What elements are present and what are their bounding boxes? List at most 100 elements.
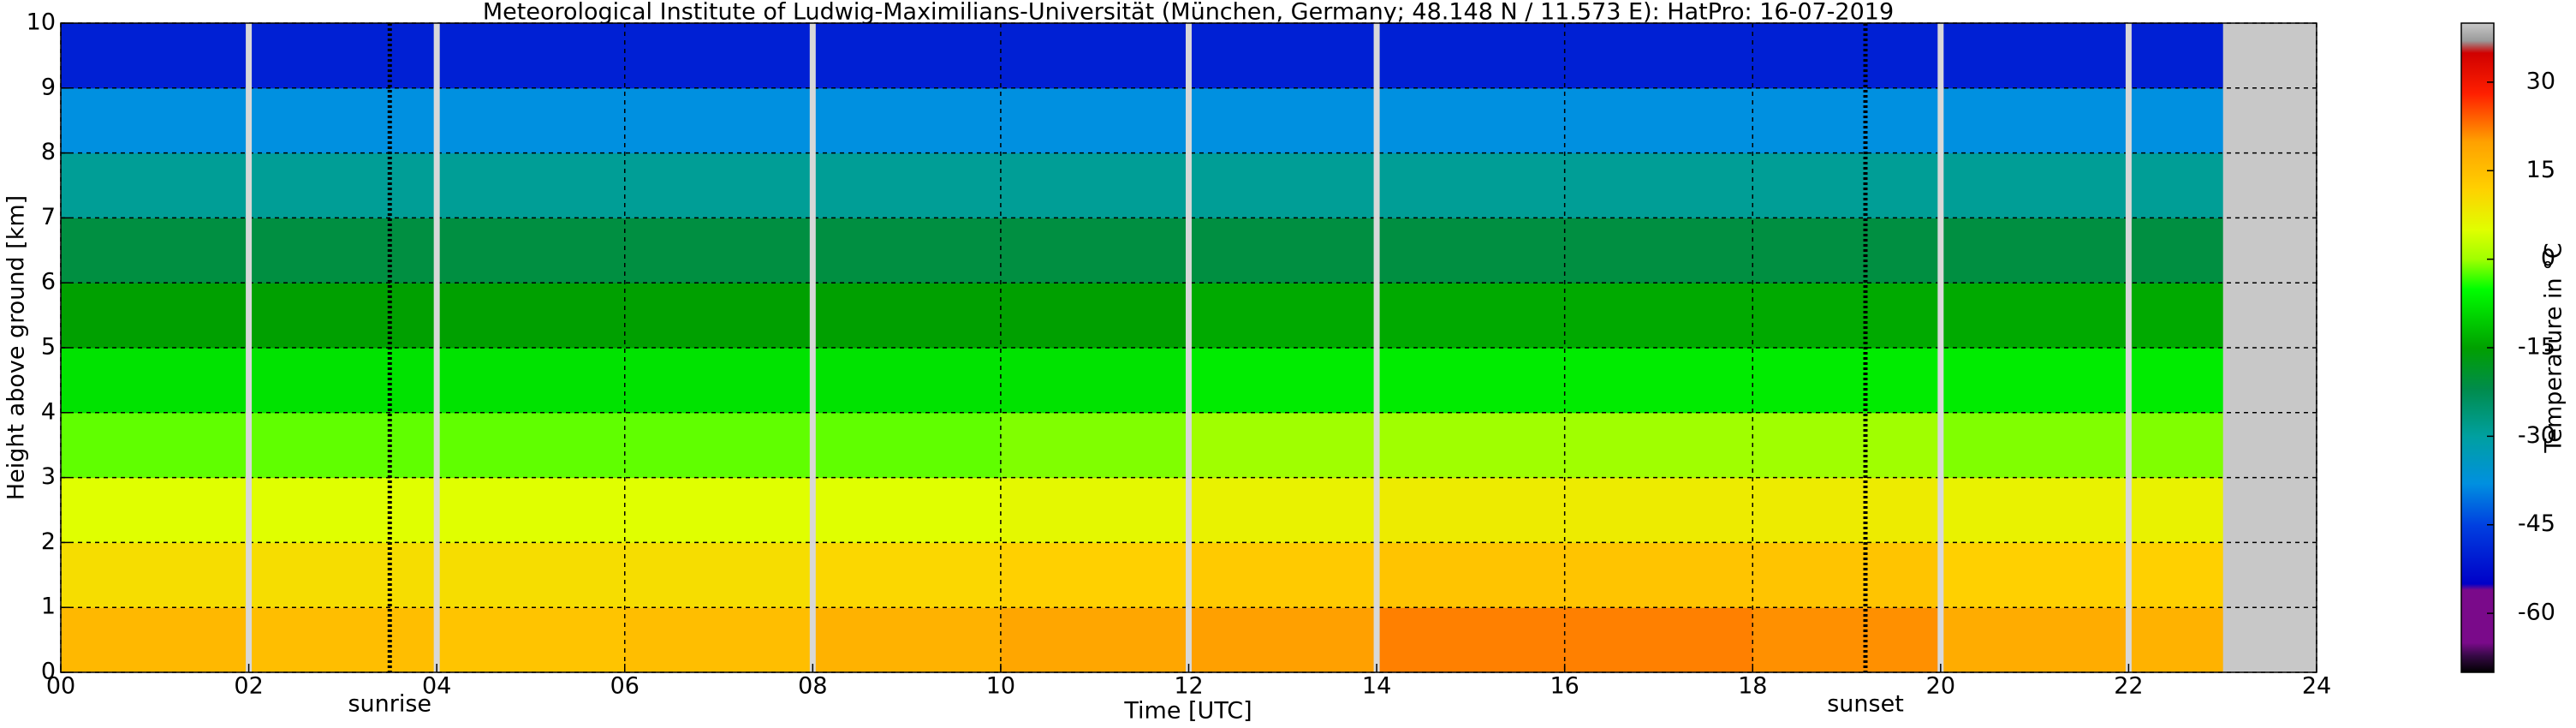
heatmap-cell <box>1377 152 1566 218</box>
heatmap-cell <box>812 477 1002 543</box>
heatmap-cell <box>248 23 437 89</box>
heatmap-cell <box>61 412 250 479</box>
heatmap-cell <box>812 218 1002 283</box>
heatmap-cell <box>812 348 1002 414</box>
heatmap-cell <box>1752 152 1942 218</box>
heatmap-cell <box>1752 607 1942 673</box>
colorbar-segment <box>2461 583 2494 591</box>
colorbar-segment <box>2461 524 2494 585</box>
heatmap-cell <box>1377 412 1566 479</box>
heatmap-cell <box>1940 218 2129 283</box>
heatmap-cell <box>1188 412 1377 479</box>
x-tick-label: 22 <box>2114 673 2143 700</box>
heatmap-cell <box>248 218 437 283</box>
heatmap-cell <box>1377 87 1566 154</box>
heatmap-cell <box>61 218 250 283</box>
colorbar-tick-label: 15 <box>2526 157 2555 183</box>
heatmap-cell <box>2128 412 2223 479</box>
heatmap-cell <box>1000 283 1189 349</box>
heatmap-cell <box>1752 412 1942 479</box>
heatmap-cell <box>1188 542 1377 608</box>
heatmap-cell <box>1188 23 1377 89</box>
heatmap-cell <box>624 477 813 543</box>
y-tick-label: 1 <box>41 594 56 620</box>
heatmap-cell <box>61 87 250 154</box>
x-tick-label: 24 <box>2302 673 2331 700</box>
x-tick-label: 20 <box>1926 673 1955 700</box>
heatmap-cell <box>61 283 250 349</box>
heatmap-cell <box>248 607 437 673</box>
heatmap-cell <box>1564 283 1753 349</box>
heatmap-cell <box>1000 23 1189 89</box>
heatmap-cell <box>437 218 626 283</box>
colorbar-segment <box>2461 140 2494 189</box>
colorbar-segment <box>2461 348 2494 390</box>
heatmap-cell <box>624 412 813 479</box>
heatmap-cell <box>437 23 626 89</box>
heatmap-cell <box>1188 477 1377 543</box>
heatmap-cell <box>1940 87 2129 154</box>
heatmap-cell <box>1564 87 1753 154</box>
heatmap-cell <box>624 607 813 673</box>
y-tick-label: 2 <box>41 528 56 555</box>
heatmap-cell <box>812 87 1002 154</box>
y-tick-label: 8 <box>41 139 56 165</box>
y-tick-label: 4 <box>41 398 56 425</box>
y-tick-label: 6 <box>41 269 56 295</box>
heatmap-cell <box>812 412 1002 479</box>
heatmap-cell <box>437 87 626 154</box>
colorbar-segment <box>2461 389 2494 437</box>
heatmap-cell <box>1940 348 2129 414</box>
colorbar-segment <box>2461 188 2494 230</box>
heatmap-cell <box>1000 607 1189 673</box>
heatmap-cell <box>812 283 1002 349</box>
x-tick-label: 08 <box>798 673 827 700</box>
x-tick-label: 04 <box>422 673 451 700</box>
y-tick-label: 3 <box>41 463 56 490</box>
heatmap-cell <box>1940 477 2129 543</box>
heatmap-cell <box>248 477 437 543</box>
heatmap-cell <box>1564 542 1753 608</box>
heatmap-cell <box>1377 348 1566 414</box>
heatmap-cell <box>1564 477 1753 543</box>
colorbar-label: Temperature in °C <box>2541 242 2567 453</box>
heatmap-cell <box>1940 607 2129 673</box>
y-tick-label: 5 <box>41 334 56 361</box>
x-tick-label: 06 <box>610 673 640 700</box>
chart-title: Meteorological Institute of Ludwig-Maxim… <box>483 0 1894 26</box>
heatmap-cell <box>1564 23 1753 89</box>
heatmap-cell <box>1377 542 1566 608</box>
heatmap-cell <box>812 542 1002 608</box>
heatmap-cell <box>1000 348 1189 414</box>
heatmap-cell <box>61 477 250 543</box>
heatmap-cell <box>1000 87 1189 154</box>
heatmap-cell <box>1940 412 2129 479</box>
heatmap-cell <box>1188 87 1377 154</box>
heatmap-cell <box>624 218 813 283</box>
colorbar-segment <box>2461 642 2494 655</box>
heatmap-cell <box>248 542 437 608</box>
heatmap-cell <box>1564 607 1753 673</box>
heatmap-cell <box>1188 152 1377 218</box>
heatmap-cell <box>812 152 1002 218</box>
heatmap-cell <box>1564 218 1753 283</box>
heatmap-cell <box>624 542 813 608</box>
heatmap-cell <box>1377 283 1566 349</box>
heatmap-cell <box>1752 348 1942 414</box>
heatmap-cell <box>437 607 626 673</box>
heatmap-cell <box>248 283 437 349</box>
colorbar-segment <box>2461 259 2494 289</box>
heatmap-cell <box>1940 152 2129 218</box>
colorbar-segment <box>2461 436 2494 484</box>
heatmap-cell <box>1188 348 1377 414</box>
colorbar-tick-label: 0 <box>2541 245 2555 272</box>
heatmap-cell <box>248 348 437 414</box>
x-tick-label: 10 <box>986 673 1015 700</box>
heatmap-cell <box>2128 348 2223 414</box>
heatmap-cell <box>2128 542 2223 608</box>
heatmap-cell <box>1564 152 1753 218</box>
heatmap-cell <box>1564 412 1753 479</box>
y-tick-label: 9 <box>41 74 56 100</box>
y-tick-label: 10 <box>27 9 56 36</box>
heatmap-cell <box>1752 23 1942 89</box>
